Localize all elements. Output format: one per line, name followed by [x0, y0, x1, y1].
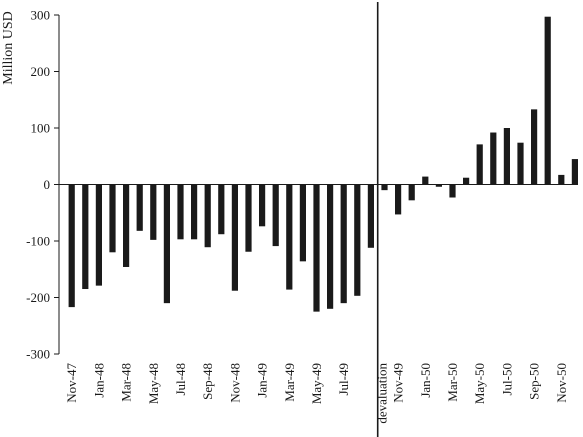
bar-oct-48: [218, 184, 225, 235]
bar-nov-50: [558, 174, 565, 185]
bar-jul-48: [177, 184, 184, 240]
bar-apr-50: [463, 177, 470, 185]
bar-jan-49: [259, 184, 266, 227]
bar-jul-50: [503, 128, 510, 185]
bar-feb-48: [109, 184, 116, 253]
bar-nov-47: [68, 184, 75, 308]
bar-mar-48: [123, 184, 130, 267]
x-tick-label: Jan-50: [418, 363, 433, 398]
x-tick-label: Mar-50: [445, 363, 460, 402]
bar-mar-49: [286, 184, 293, 290]
x-tick-label: Jul-50: [499, 363, 514, 396]
bar-sep-49: [367, 184, 374, 248]
bar-dec-49: [408, 184, 415, 201]
bar-nov-49: [395, 184, 402, 215]
bar-may-50: [476, 144, 483, 185]
bar-sep-50: [531, 109, 538, 185]
bar-dec-50: [571, 159, 578, 185]
bar-mar-50: [449, 184, 456, 198]
y-tick-label: 100: [31, 121, 51, 136]
y-tick-label: 300: [31, 8, 51, 23]
y-tick-label: -100: [26, 234, 50, 249]
bar-feb-50: [435, 184, 442, 187]
y-axis-title: Million USD: [1, 11, 16, 85]
bar-oct-49: [381, 184, 388, 191]
y-tick-label: 0: [44, 177, 51, 192]
bar-dec-48: [245, 184, 252, 252]
x-tick-label: May-49: [309, 363, 324, 404]
bar-dec-47: [82, 184, 89, 290]
x-tick-label: Sep-48: [200, 363, 215, 400]
x-tick-label: Jan-49: [255, 363, 270, 398]
x-tick-label: Mar-48: [119, 363, 134, 402]
x-tick-label: Nov-49: [391, 363, 406, 403]
x-tick-label: devaluation: [375, 363, 390, 424]
bar-apr-48: [136, 184, 143, 231]
bar-feb-49: [272, 184, 279, 247]
x-axis-ticks: Nov-47 Jan-48 Mar-48 May-48 Jul-48 Sep-48 Nov-…: [64, 363, 569, 424]
bar-apr-49: [299, 184, 306, 262]
bar-sep-48: [204, 184, 211, 248]
bar-aug-50: [517, 142, 524, 185]
bar-jun-48: [163, 184, 170, 304]
x-tick-label: Sep-50: [527, 363, 542, 400]
bar-series: [68, 16, 578, 312]
y-tick-label: 200: [31, 64, 51, 79]
bar-jul-49: [340, 184, 347, 304]
y-tick-label: -200: [26, 290, 50, 305]
axes: [58, 2, 578, 437]
y-axis-label: Million USD: [1, 11, 16, 85]
bar-aug-49: [354, 184, 361, 296]
x-tick-label: Jul-49: [336, 363, 351, 396]
x-tick-label: Nov-48: [227, 363, 242, 403]
bar-may-48: [150, 184, 157, 240]
bar-jan-50: [422, 176, 429, 185]
x-tick-label: May-48: [146, 363, 161, 404]
y-axis-ticks: 300 200 100 0 -100 -200 -300: [26, 8, 59, 362]
x-tick-label: Nov-47: [64, 363, 79, 403]
bar-jan-48: [95, 184, 102, 286]
bar-aug-48: [191, 184, 198, 240]
bar-jun-50: [490, 132, 497, 185]
bar-nov-48: [231, 184, 238, 291]
bar-may-49: [313, 184, 320, 312]
x-tick-label: Nov-50: [554, 363, 569, 403]
x-tick-label: Jan-48: [91, 363, 106, 398]
bar-jun-49: [327, 184, 334, 309]
x-tick-label: May-50: [472, 363, 487, 404]
x-tick-label: Jul-48: [173, 363, 188, 396]
x-tick-label: Mar-49: [282, 363, 297, 402]
y-tick-label: -300: [26, 347, 50, 362]
bar-oct-50: [544, 16, 551, 185]
